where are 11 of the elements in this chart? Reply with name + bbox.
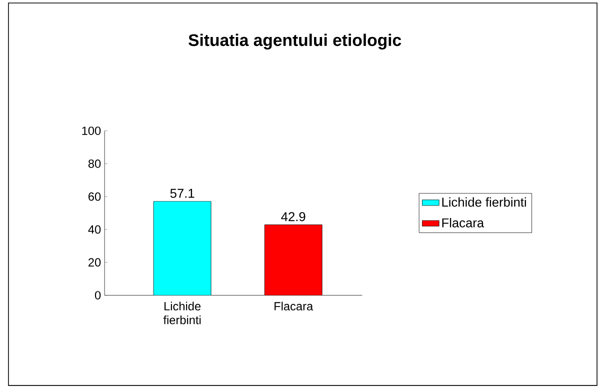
y-tick-label: 80 (88, 159, 101, 168)
data-label: 57.1 (170, 188, 194, 198)
chart-title: Situatia agentului etiologic (188, 34, 402, 50)
y-tick-label: 40 (88, 225, 101, 234)
y-tick-label: 0 (94, 290, 101, 300)
y-tick-label: 20 (88, 258, 101, 266)
data-label: 42.9 (281, 212, 306, 222)
legend-label: Flacara (442, 218, 484, 228)
y-tick-label: 100 (82, 126, 101, 135)
legend-label: Lichide fierbinti (442, 197, 526, 207)
y-tick-label: 60 (88, 192, 101, 201)
